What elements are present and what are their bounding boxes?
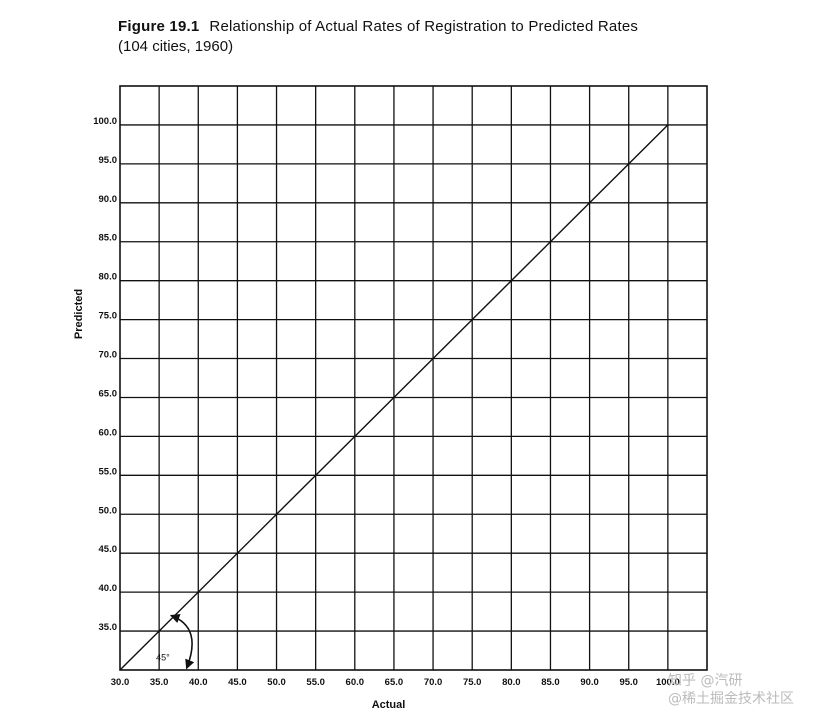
x-tick-label: 100.0 xyxy=(656,677,680,688)
y-tick-label: 55.0 xyxy=(99,466,118,477)
y-tick-label: 90.0 xyxy=(99,194,118,205)
y-tick-label: 70.0 xyxy=(99,350,118,361)
x-tick-label: 85.0 xyxy=(541,677,560,688)
x-axis-label: Actual xyxy=(372,699,406,711)
y-tick-label: 85.0 xyxy=(99,233,118,244)
chart-title: Figure 19.1 Relationship of Actual Rates … xyxy=(118,17,718,36)
y-tick-label: 35.0 xyxy=(99,622,118,633)
x-tick-label: 95.0 xyxy=(619,677,638,688)
figure-title-text: Relationship of Actual Rates of Registra… xyxy=(209,18,639,35)
x-tick-label: 80.0 xyxy=(502,677,521,688)
x-tick-label: 35.0 xyxy=(150,677,169,688)
y-tick-label: 45.0 xyxy=(99,544,118,555)
y-tick-label: 65.0 xyxy=(99,388,118,399)
y-tick-label: 100.0 xyxy=(93,116,117,127)
watermark-line-1: 知乎 @汽研 xyxy=(668,673,743,689)
x-tick-label: 60.0 xyxy=(346,677,365,688)
y-axis-label: Predicted xyxy=(73,289,85,339)
series-line xyxy=(119,124,669,671)
y-tick-label: 60.0 xyxy=(99,427,118,438)
x-tick-label: 90.0 xyxy=(580,677,599,688)
watermark-line-2: @稀土掘金技术社区 xyxy=(668,691,794,707)
y-tick-label: 40.0 xyxy=(99,583,118,594)
y-tick-label: 80.0 xyxy=(99,272,118,283)
angle-label: 45° xyxy=(156,652,170,662)
chart-subtitle: (104 cities, 1960) xyxy=(118,38,234,55)
x-tick-label: 70.0 xyxy=(424,677,443,688)
y-tick-label: 95.0 xyxy=(99,155,118,166)
x-tick-label: 55.0 xyxy=(306,677,325,688)
figure-label: Figure 19.1 xyxy=(118,18,200,35)
y-tick-label: 50.0 xyxy=(99,505,118,516)
plot-frame xyxy=(119,85,708,671)
x-tick-label: 40.0 xyxy=(189,677,208,688)
x-tick-label: 65.0 xyxy=(385,677,404,688)
x-tick-label: 45.0 xyxy=(228,677,247,688)
y-tick-label: 75.0 xyxy=(99,311,118,322)
angle-arrow xyxy=(169,613,195,670)
x-tick-label: 50.0 xyxy=(267,677,286,688)
x-tick-label: 30.0 xyxy=(111,677,130,688)
x-tick-label: 75.0 xyxy=(463,677,482,688)
